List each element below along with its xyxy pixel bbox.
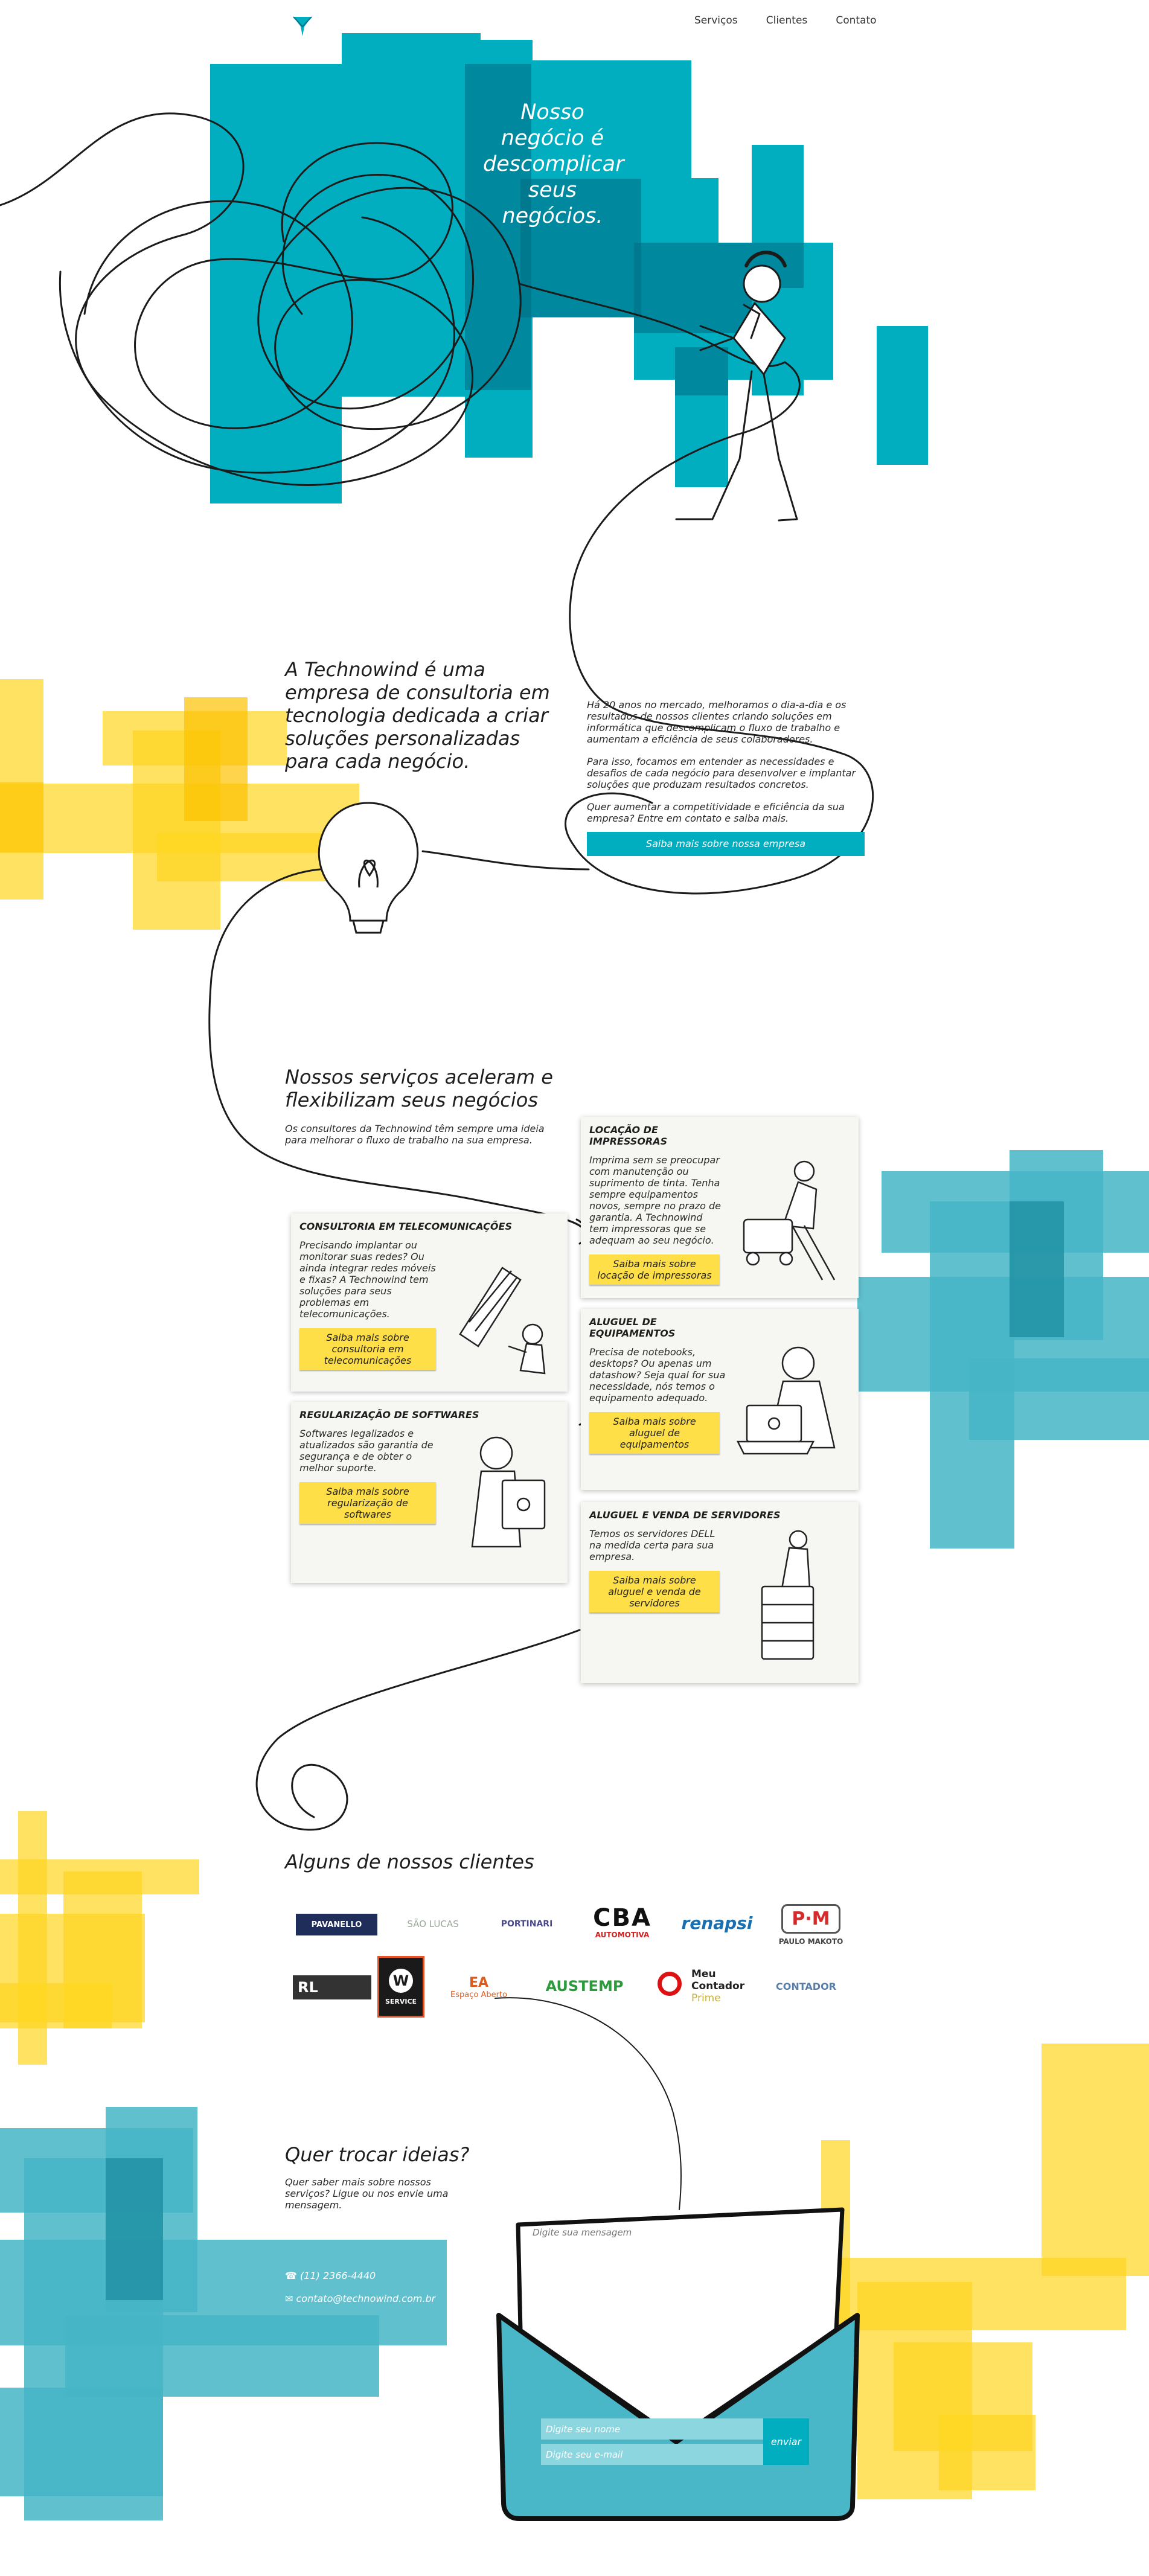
logo-icon[interactable] <box>291 14 314 37</box>
main-nav: Serviços Clientes Contato <box>669 14 877 27</box>
service-card-text: Imprima sem se preocupar com manutenção … <box>589 1154 721 1246</box>
client-logo-sao-lucas: SÃO LUCAS <box>407 1919 459 1929</box>
name-input[interactable] <box>541 2418 763 2440</box>
contact-title: Quer trocar ideias? <box>285 2143 470 2166</box>
service-card-title: LOCAÇÃO DE IMPRESSORAS <box>589 1124 668 1147</box>
equipment-more-button[interactable]: Saiba mais sobre aluguel de equipamentos <box>589 1412 720 1454</box>
man-illustration <box>675 251 798 522</box>
service-card-text: Precisa de notebooks, desktops? Ou apena… <box>589 1346 726 1404</box>
service-card-equipment: ALUGUEL DE EQUIPAMENTOS Precisa de noteb… <box>581 1309 859 1490</box>
client-logo-renapsi: renapsi <box>681 1913 753 1933</box>
service-card-title: REGULARIZAÇÃO DE SOFTWARES <box>299 1409 479 1421</box>
satellite-person-icon <box>459 1267 546 1375</box>
nav-item-servicos[interactable]: Serviços <box>694 14 738 27</box>
nav-item-contato[interactable]: Contato <box>836 14 877 27</box>
servers-more-button[interactable]: Saiba mais sobre aluguel e venda de serv… <box>589 1571 720 1612</box>
services-subtitle: Os consultores da Technowind têm sempre … <box>285 1123 545 1146</box>
about-text: Há 20 anos no mercado, melhoramos o dia-… <box>587 699 871 824</box>
services-title: Nossos serviços aceleram e flexibilizam … <box>285 1066 553 1111</box>
computer-person-icon <box>471 1436 546 1548</box>
phone-icon: ☎ <box>285 2270 297 2281</box>
about-paragraph-3: Quer aumentar a competitividade e eficiê… <box>587 801 845 824</box>
contact-phone[interactable]: ☎ (11) 2366-4440 <box>285 2270 376 2281</box>
service-card-title: ALUGUEL DE EQUIPAMENTOS <box>589 1316 676 1339</box>
software-more-button[interactable]: Saiba mais sobre regularização de softwa… <box>299 1482 436 1524</box>
nav-item-clientes[interactable]: Clientes <box>766 14 808 27</box>
email-input[interactable] <box>541 2444 763 2465</box>
contact-email[interactable]: ✉ contato@technowind.com.br <box>285 2293 436 2304</box>
service-card-printers: LOCAÇÃO DE IMPRESSORAS Imprima sem se pr… <box>581 1117 859 1298</box>
mail-icon: ✉ <box>285 2293 293 2304</box>
service-card-text: Softwares legalizados e atualizados são … <box>299 1428 434 1474</box>
about-company-button[interactable]: Saiba mais sobre nossa empresa <box>587 832 865 856</box>
client-logo-rl: RL <box>293 1975 371 1999</box>
message-input[interactable] <box>531 2222 775 2243</box>
service-card-title: CONSULTORIA EM TELECOMUNICAÇÕES <box>299 1221 512 1232</box>
service-card-text: Temos os servidores DELL na medida certa… <box>589 1528 715 1562</box>
client-logo-austemp: AUSTEMP <box>545 1978 624 1995</box>
laptop-person-icon <box>736 1346 836 1455</box>
client-logo-w-service: W SERVICE <box>377 1956 424 2018</box>
about-title: A Technowind é uma empresa de consultori… <box>285 658 550 773</box>
about-paragraph-2: Para isso, focamos em entender as necess… <box>587 756 856 790</box>
client-logo-meu-contador: Meu Contador Prime <box>655 1967 752 2006</box>
printer-person-icon <box>743 1160 836 1280</box>
server-person-icon <box>761 1530 815 1660</box>
client-logo-pavanello: PAVANELLO <box>296 1914 377 1935</box>
service-card-title: ALUGUEL E VENDA DE SERVIDORES <box>589 1509 781 1521</box>
send-button[interactable]: enviar <box>763 2418 809 2465</box>
client-logo-portinari: PORTINARI <box>501 1919 553 1929</box>
about-paragraph-1: Há 20 anos no mercado, melhoramos o dia-… <box>587 699 847 745</box>
client-logo-contador: CONTADOR <box>776 1980 836 1992</box>
service-card-servers: ALUGUEL E VENDA DE SERVIDORES Temos os s… <box>581 1502 859 1683</box>
service-card-telecom: CONSULTORIA EM TELECOMUNICAÇÕES Precisan… <box>291 1213 568 1392</box>
clients-title: Alguns de nossos clientes <box>285 1850 534 1873</box>
client-logo-paulo-makoto: P·M PAULO MAKOTO <box>772 1897 850 1952</box>
contact-subtitle: Quer saber mais sobre nossos serviços? L… <box>285 2176 449 2211</box>
telecom-more-button[interactable]: Saiba mais sobre consultoria em telecomu… <box>299 1328 436 1370</box>
client-logo-cba: CBA AUTOMOTIVA <box>593 1904 651 1939</box>
hero-title: Nosso negócio é descomplicar seus negóci… <box>483 100 624 228</box>
printers-more-button[interactable]: Saiba mais sobre locação de impressoras <box>589 1254 720 1285</box>
envelope-illustration <box>496 2207 860 2521</box>
client-logo-espaco-aberto: EA Espaço Aberto <box>450 1975 507 1999</box>
service-card-text: Precisando implantar ou monitorar suas r… <box>299 1239 436 1320</box>
bulb-illustration <box>318 802 419 934</box>
service-card-software: REGULARIZAÇÃO DE SOFTWARES Softwares leg… <box>291 1402 568 1583</box>
